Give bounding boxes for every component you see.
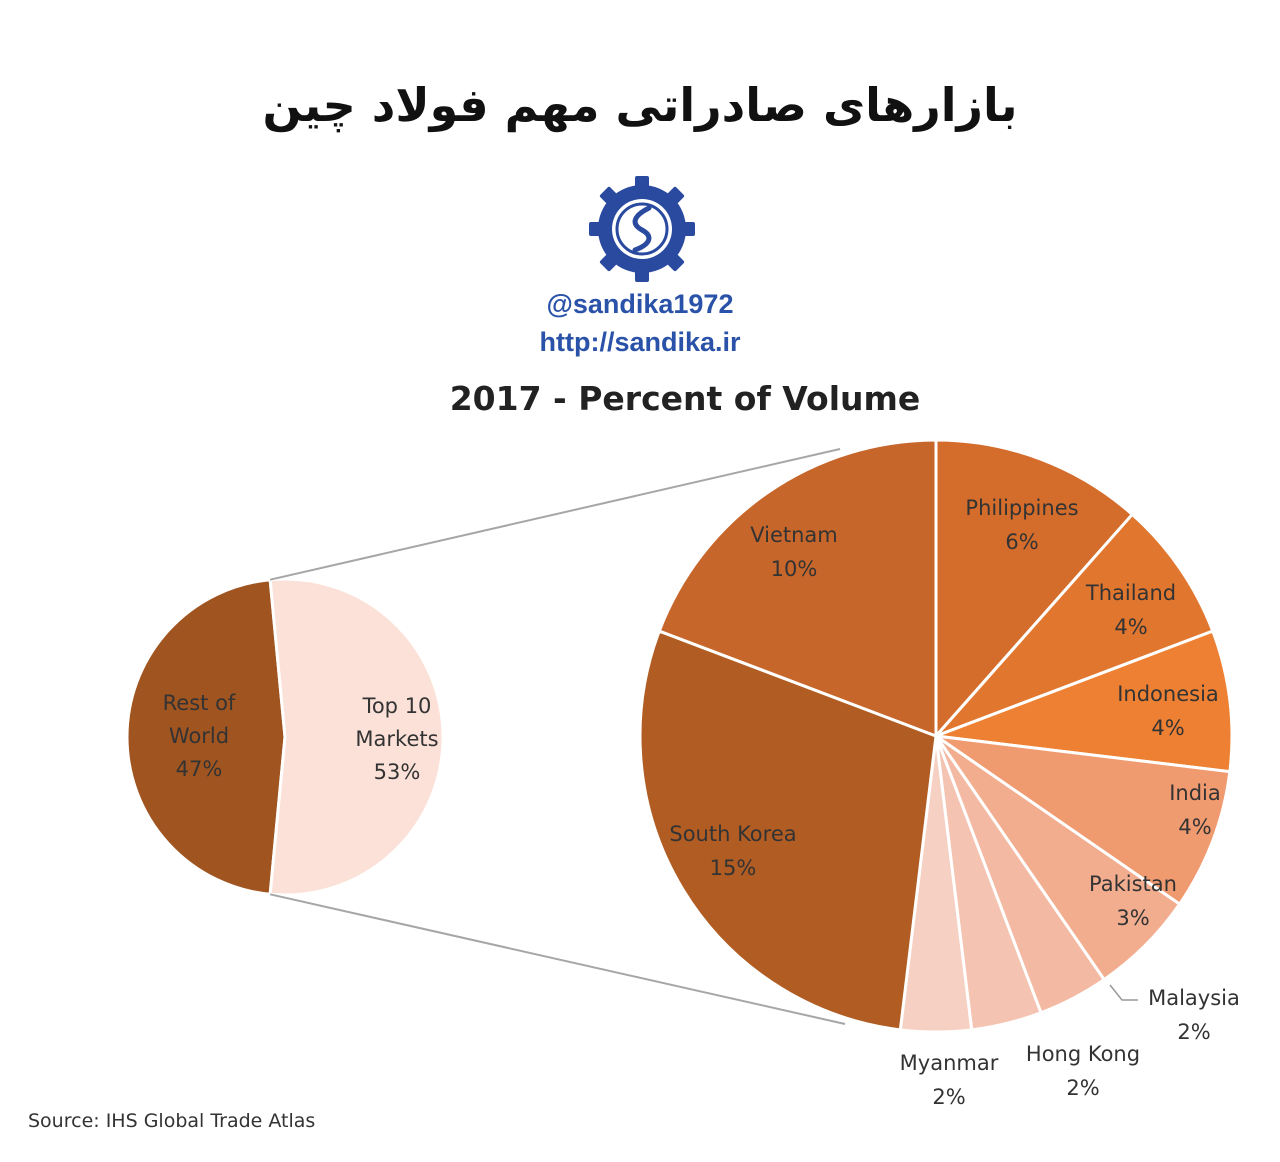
slice-label-thailand: Thailand 4% bbox=[1085, 581, 1176, 639]
slice-label-myanmar: Myanmar 2% bbox=[900, 1051, 999, 1109]
slice-label-south-korea: South Korea 15% bbox=[669, 822, 796, 880]
slice-india bbox=[935, 734, 1232, 907]
slice-label-top-10-markets: Top 10 Markets 53% bbox=[355, 694, 438, 784]
slice-label-indonesia: Indonesia 4% bbox=[1117, 682, 1219, 740]
slice-label-rest-of-world: Rest of World 47% bbox=[163, 691, 236, 781]
social-handle: @sandika1972 bbox=[546, 289, 734, 319]
slice-philippines bbox=[934, 438, 1135, 740]
sandika-logo-icon bbox=[589, 176, 695, 282]
page-title: بازارهای صادراتی مهم فولاد چین bbox=[262, 78, 1018, 132]
slice-label-vietnam: Vietnam 10% bbox=[750, 523, 838, 581]
connector-line-bottom bbox=[269, 893, 846, 1025]
slice-vietnam bbox=[657, 438, 938, 739]
chart-title: 2017 - Percent of Volume bbox=[449, 379, 921, 418]
slice-label-hong-kong: Hong Kong 2% bbox=[1026, 1042, 1140, 1100]
connector-line-top bbox=[269, 448, 841, 581]
source-note: Source: IHS Global Trade Atlas bbox=[28, 1110, 316, 1132]
slice-label-philippines: Philippines 6% bbox=[965, 496, 1078, 554]
slice-top-10-markets bbox=[268, 577, 445, 897]
slice-label-india: India 4% bbox=[1169, 781, 1221, 839]
slice-thailand bbox=[934, 512, 1215, 738]
website-link[interactable]: http://sandika.ir bbox=[539, 327, 741, 357]
slice-rest-of-world bbox=[125, 578, 287, 896]
malaysia-leader-line bbox=[1109, 984, 1138, 1001]
slice-label-pakistan: Pakistan 3% bbox=[1089, 872, 1177, 930]
slice-south-korea bbox=[638, 629, 938, 1032]
slice-label-malaysia: Malaysia 2% bbox=[1148, 986, 1240, 1044]
slice-indonesia bbox=[935, 629, 1234, 774]
